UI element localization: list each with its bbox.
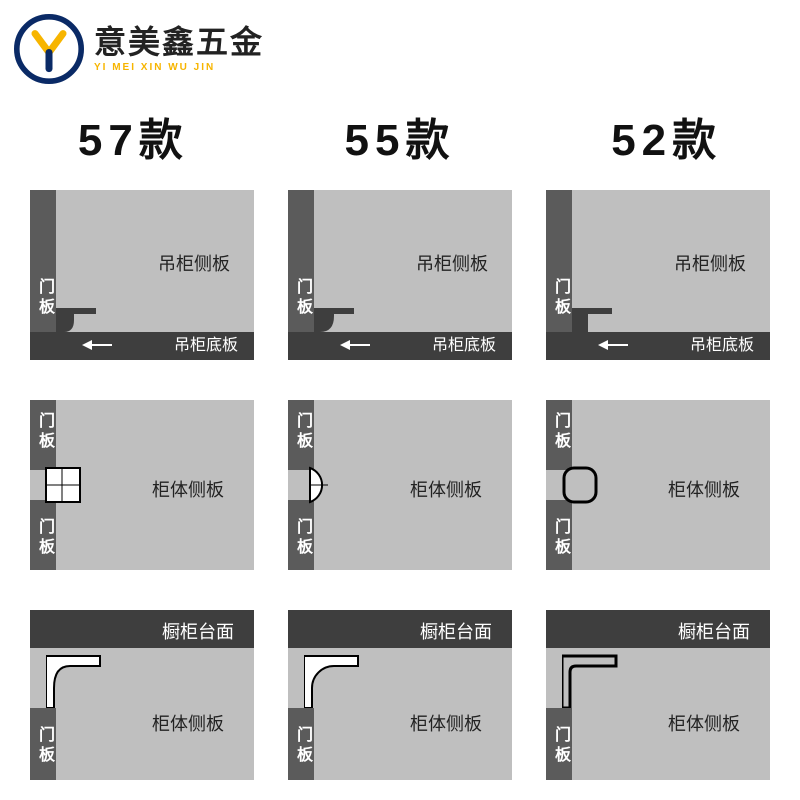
- profile-55-L-arc-icon: [304, 648, 364, 708]
- cabinet-side-label: 柜体侧板: [410, 710, 482, 736]
- arrow-icon: [82, 340, 92, 350]
- hanging-side-label: 吊柜侧板: [674, 250, 746, 276]
- hanging-side-label: 吊柜侧板: [416, 250, 488, 276]
- counter-label: 橱柜台面: [678, 618, 750, 644]
- brand-logo-icon: [14, 14, 84, 84]
- column-headings: 57款 55款 52款: [0, 104, 800, 168]
- profile-52-L-square-icon: [562, 648, 622, 708]
- hanging-side-label: 吊柜侧板: [158, 250, 230, 276]
- cell-52-double: 门板 门板 柜体侧板: [546, 400, 770, 570]
- heading-57: 57款: [0, 104, 267, 168]
- hanging-bottom-label: 吊柜底板: [432, 331, 496, 355]
- cabinet-side-label: 柜体侧板: [668, 710, 740, 736]
- cabinet-side-label: 柜体侧板: [152, 476, 224, 502]
- door-label: 门板: [548, 518, 572, 558]
- door-label: 门板: [548, 278, 572, 318]
- handle-52-rounded-icon: [560, 462, 608, 508]
- brand-name-en: YI MEI XIN WU JIN: [94, 62, 264, 73]
- profile-52-square-icon: [572, 308, 612, 338]
- hanging-bottom-label: 吊柜底板: [690, 331, 754, 355]
- row-hanging-cabinet: 门板 吊柜侧板 吊柜底板 门板 吊柜侧板 吊柜底板 门板 吊柜侧板: [30, 190, 770, 360]
- cell-57-double: 门板 门板 柜体侧板: [30, 400, 254, 570]
- door-label: 门板: [290, 412, 314, 452]
- hanging-bottom-label: 吊柜底板: [174, 331, 238, 355]
- door-label: 门板: [32, 278, 56, 318]
- cell-52-counter: 橱柜台面 门板 柜体侧板: [546, 610, 770, 780]
- door-label: 门板: [548, 726, 572, 766]
- counter-label: 橱柜台面: [162, 618, 234, 644]
- cell-52-hanging: 门板 吊柜侧板 吊柜底板: [546, 190, 770, 360]
- cabinet-side-label: 柜体侧板: [410, 476, 482, 502]
- door-label: 门板: [290, 726, 314, 766]
- door-label: 门板: [32, 518, 56, 558]
- door-label: 门板: [290, 518, 314, 558]
- arrow-icon: [598, 340, 608, 350]
- profile-55-curve-icon: [314, 308, 354, 338]
- door-label: 门板: [32, 726, 56, 766]
- cabinet-side-label: 柜体侧板: [668, 476, 740, 502]
- door-label: 门板: [290, 278, 314, 318]
- brand-logo-row: 意美鑫五金 YI MEI XIN WU JIN: [14, 14, 264, 84]
- cell-55-counter: 橱柜台面 门板 柜体侧板: [288, 610, 512, 780]
- profile-57-L-curve-icon: [46, 648, 106, 708]
- door-label: 门板: [32, 412, 56, 452]
- row-countertop: 橱柜台面 门板 柜体侧板 橱柜台面 门板 柜体侧板 橱柜台面 门板 柜体侧板: [30, 610, 770, 780]
- profile-57-curve-icon: [56, 308, 96, 338]
- cell-55-double: 门板 门板 柜体侧板: [288, 400, 512, 570]
- arrow-icon: [340, 340, 350, 350]
- handle-55-arc-icon: [302, 462, 350, 508]
- brand-name-cn: 意美鑫五金: [94, 26, 264, 58]
- cell-57-counter: 橱柜台面 门板 柜体侧板: [30, 610, 254, 780]
- cell-55-hanging: 门板 吊柜侧板 吊柜底板: [288, 190, 512, 360]
- handle-57-rect-icon: [44, 462, 92, 508]
- counter-label: 橱柜台面: [420, 618, 492, 644]
- cell-57-hanging: 门板 吊柜侧板 吊柜底板: [30, 190, 254, 360]
- row-double-door: 门板 门板 柜体侧板 门板 门板 柜体侧板 门板 门板: [30, 400, 770, 570]
- cabinet-side-label: 柜体侧板: [152, 710, 224, 736]
- diagram-grid: 门板 吊柜侧板 吊柜底板 门板 吊柜侧板 吊柜底板 门板 吊柜侧板: [30, 190, 770, 780]
- heading-55: 55款: [267, 104, 534, 168]
- door-label: 门板: [548, 412, 572, 452]
- heading-52: 52款: [533, 104, 800, 168]
